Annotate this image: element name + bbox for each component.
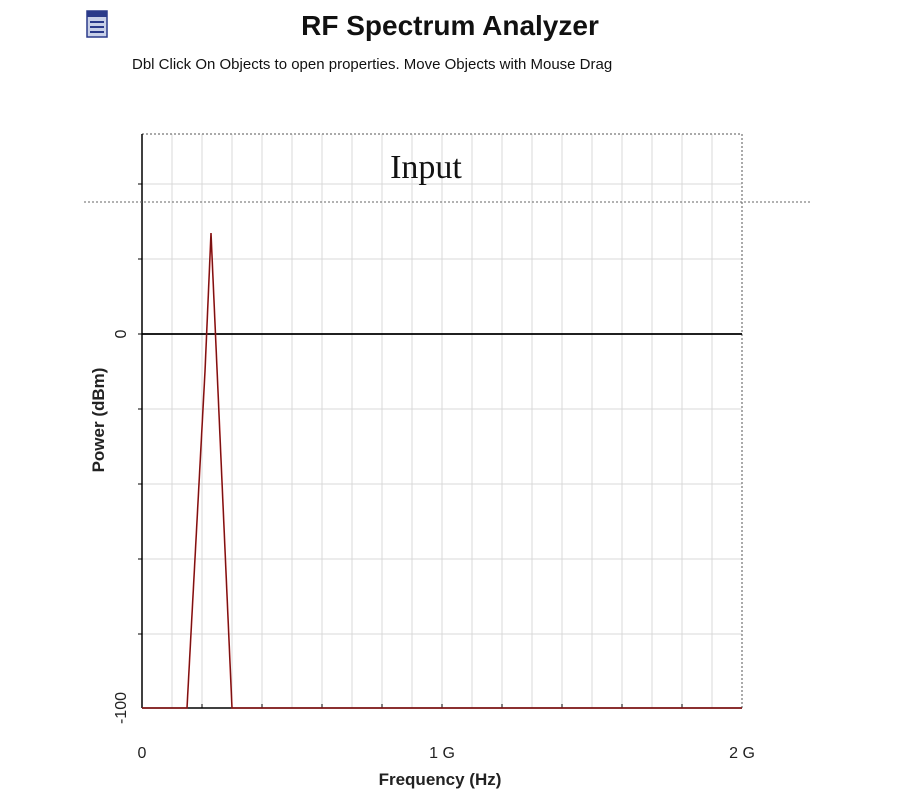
window-icon [86,10,108,38]
x-tick-label: 0 [138,745,147,762]
annotation-input: Input [390,149,462,186]
x-tick-label: 2 G [729,745,755,762]
spectrum-trace-edge [142,232,742,709]
chart-title: RF Spectrum Analyzer [301,10,599,41]
y-tick-label: 0 [113,329,130,338]
instruction-hint: Dbl Click On Objects to open properties.… [132,56,613,73]
x-tick-label: 1 G [429,745,455,762]
y-axis-label: Power (dBm) [89,368,108,473]
y-tick-label: -100 [113,692,130,724]
x-axis-label: Frequency (Hz) [379,770,502,789]
